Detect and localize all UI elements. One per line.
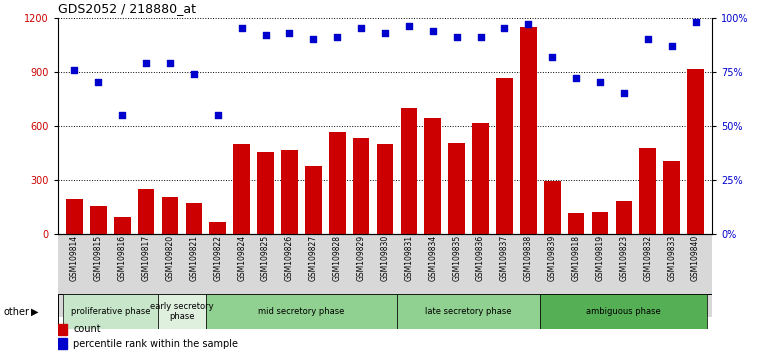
Point bbox=[450, 34, 463, 40]
Point bbox=[116, 112, 129, 118]
Bar bbox=[114, 217, 131, 234]
Point bbox=[283, 30, 296, 36]
Bar bbox=[186, 203, 203, 234]
Bar bbox=[90, 206, 107, 234]
Bar bbox=[138, 189, 155, 234]
Point bbox=[522, 21, 534, 27]
Bar bbox=[233, 144, 250, 234]
Point bbox=[236, 25, 248, 31]
Bar bbox=[66, 199, 83, 234]
Bar bbox=[567, 213, 584, 234]
Bar bbox=[544, 181, 561, 234]
Point bbox=[594, 80, 606, 85]
Bar bbox=[687, 69, 704, 234]
Bar bbox=[639, 148, 656, 234]
Point bbox=[427, 28, 439, 34]
Point bbox=[355, 25, 367, 31]
Bar bbox=[158, 294, 206, 329]
Point bbox=[618, 90, 630, 96]
Bar bbox=[329, 132, 346, 234]
Bar bbox=[162, 197, 179, 234]
Bar bbox=[209, 222, 226, 234]
Point bbox=[164, 60, 176, 66]
Bar bbox=[615, 201, 632, 234]
Point bbox=[665, 43, 678, 48]
Point bbox=[307, 36, 320, 42]
Point bbox=[140, 60, 152, 66]
Text: percentile rank within the sample: percentile rank within the sample bbox=[73, 339, 239, 349]
Bar bbox=[397, 294, 541, 329]
Point bbox=[641, 36, 654, 42]
Bar bbox=[472, 123, 489, 234]
Bar bbox=[591, 212, 608, 234]
Point bbox=[689, 19, 701, 25]
Text: early secretory
phase: early secretory phase bbox=[150, 302, 214, 321]
Bar bbox=[377, 144, 393, 234]
Bar bbox=[58, 338, 67, 349]
Bar bbox=[62, 294, 158, 329]
Text: count: count bbox=[73, 324, 101, 334]
Point bbox=[498, 25, 511, 31]
Bar bbox=[541, 294, 708, 329]
Text: GDS2052 / 218880_at: GDS2052 / 218880_at bbox=[58, 2, 196, 15]
Point bbox=[69, 67, 81, 72]
Text: ambiguous phase: ambiguous phase bbox=[587, 307, 661, 316]
Text: ▶: ▶ bbox=[31, 307, 38, 316]
Text: mid secretory phase: mid secretory phase bbox=[258, 307, 345, 316]
Bar bbox=[400, 108, 417, 234]
Text: other: other bbox=[4, 307, 30, 316]
Point bbox=[546, 54, 558, 59]
Bar bbox=[663, 161, 680, 234]
Point bbox=[92, 80, 105, 85]
Bar bbox=[424, 118, 441, 234]
Bar bbox=[448, 143, 465, 234]
Bar bbox=[206, 294, 397, 329]
Text: late secretory phase: late secretory phase bbox=[425, 307, 512, 316]
Point bbox=[474, 34, 487, 40]
Point bbox=[259, 32, 272, 38]
Bar bbox=[520, 27, 537, 234]
Point bbox=[212, 112, 224, 118]
Bar bbox=[58, 324, 67, 335]
Point bbox=[403, 23, 415, 29]
Bar bbox=[353, 138, 370, 234]
Text: proliferative phase: proliferative phase bbox=[71, 307, 150, 316]
Point bbox=[331, 34, 343, 40]
Point bbox=[379, 30, 391, 36]
Bar bbox=[496, 78, 513, 234]
Point bbox=[188, 71, 200, 77]
Bar bbox=[257, 152, 274, 234]
Point bbox=[570, 75, 582, 81]
Bar bbox=[281, 150, 298, 234]
Bar bbox=[305, 166, 322, 234]
